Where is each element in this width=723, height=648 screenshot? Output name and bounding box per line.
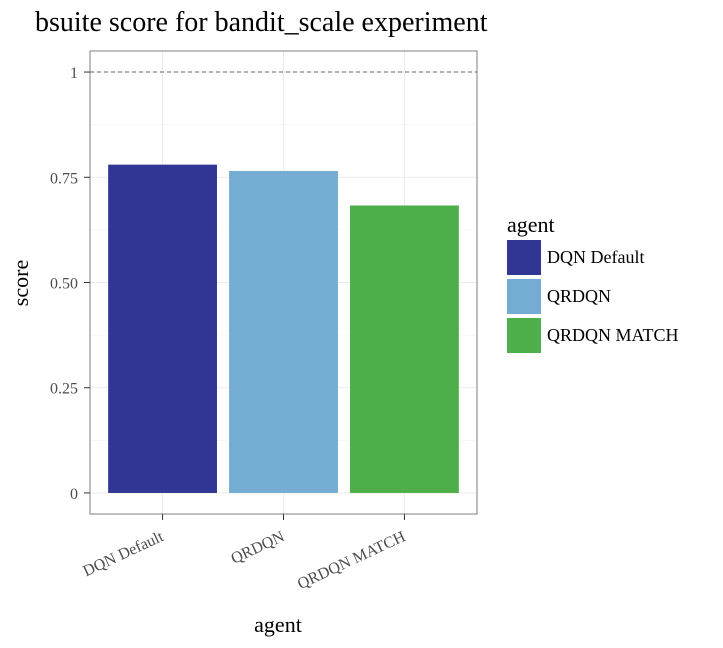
legend-swatch — [507, 318, 541, 353]
legend-entries: DQN Default QRDQN QRDQN MATCH — [507, 240, 679, 353]
legend: agent DQN Default QRDQN QRDQN MATCH — [507, 212, 679, 353]
bars — [108, 164, 459, 493]
y-tick-label: 0.50 — [50, 276, 78, 293]
chart-title: bsuite score for bandit_scale experiment — [35, 7, 488, 38]
legend-swatch — [507, 240, 541, 275]
x-tick-label: QRDQN — [228, 528, 287, 568]
legend-label: QRDQN — [547, 286, 611, 306]
x-tick-label: DQN Default — [81, 528, 167, 580]
x-axis-title: agent — [254, 612, 302, 637]
legend-title: agent — [507, 212, 555, 237]
y-tick-label: 0 — [70, 486, 78, 503]
y-tick-label: 0.75 — [50, 170, 78, 187]
bar — [350, 205, 459, 493]
y-tick-label: 1 — [70, 65, 78, 82]
bar — [108, 164, 217, 493]
bar — [229, 170, 338, 493]
legend-label: QRDQN MATCH — [547, 325, 679, 345]
legend-swatch — [507, 279, 541, 314]
legend-label: DQN Default — [547, 247, 644, 267]
y-axis-title: score — [8, 260, 33, 306]
y-axis-ticks: 0 0.25 0.50 0.75 1 — [50, 65, 90, 503]
y-tick-label: 0.25 — [50, 381, 78, 398]
x-tick-label: QRDQN MATCH — [295, 528, 409, 593]
x-axis-ticks: DQN Default QRDQN QRDQN MATCH — [81, 514, 409, 593]
